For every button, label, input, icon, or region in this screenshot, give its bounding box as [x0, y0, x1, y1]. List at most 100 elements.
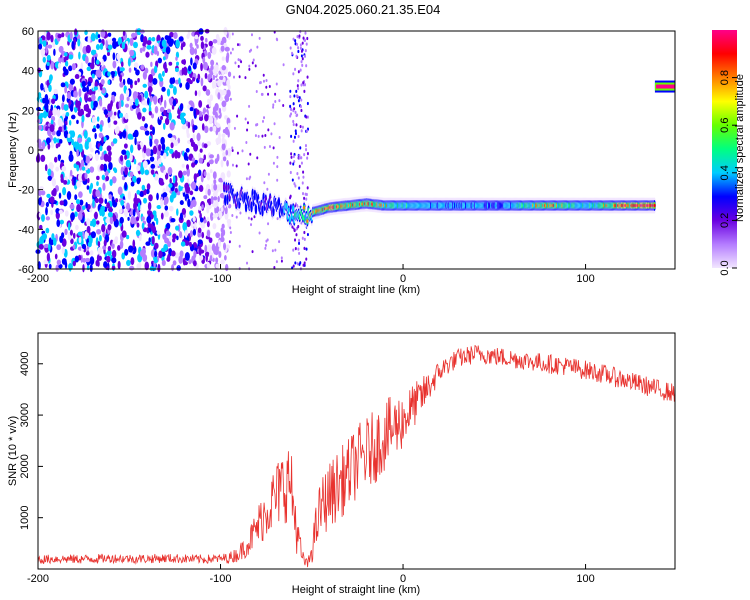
noise-speckle [192, 133, 196, 141]
noise-speckle [173, 140, 179, 147]
noise-speckle [244, 117, 247, 121]
noise-speckle [70, 238, 74, 245]
noise-speckle [144, 169, 149, 175]
noise-speckle [152, 145, 158, 155]
noise-speckle [65, 111, 70, 117]
noise-speckle [186, 167, 191, 177]
noise-speckle [165, 46, 171, 55]
noise-speckle [218, 251, 222, 259]
noise-speckle [106, 255, 111, 263]
noise-speckle [41, 141, 46, 150]
noise-speckle [101, 58, 104, 67]
noise-speckle [193, 250, 197, 259]
noise-speckle [205, 89, 211, 96]
noise-speckle [64, 60, 69, 67]
noise-speckle [61, 258, 67, 265]
noise-speckle [79, 199, 84, 206]
noise-speckle [76, 149, 79, 157]
noise-speckle [175, 67, 179, 73]
noise-speckle [297, 134, 300, 139]
noise-speckle [239, 211, 242, 215]
noise-speckle [95, 43, 101, 50]
noise-speckle [189, 107, 194, 112]
noise-speckle [227, 122, 231, 130]
noise-speckle [81, 80, 86, 88]
noise-speckle [100, 163, 104, 171]
noise-speckle [199, 217, 204, 223]
noise-speckle [48, 263, 52, 269]
noise-speckle [175, 56, 178, 61]
noise-speckle [298, 156, 301, 160]
noise-speckle [294, 131, 297, 136]
spectrogram-x-tick-label: -200 [27, 273, 49, 285]
noise-speckle [84, 93, 88, 102]
noise-speckle [154, 106, 159, 114]
noise-speckle [48, 161, 54, 171]
noise-speckle [112, 40, 117, 49]
noise-speckle [245, 141, 248, 145]
noise-speckle [166, 108, 172, 114]
noise-speckle [69, 31, 73, 40]
noise-speckle [232, 75, 235, 79]
noise-speckle [231, 213, 234, 217]
noise-speckle [197, 73, 201, 81]
noise-speckle [163, 169, 167, 176]
noise-speckle [89, 62, 95, 70]
noise-speckle [206, 172, 211, 181]
colorbar-gradient [712, 30, 737, 268]
noise-speckle [237, 58, 240, 62]
noise-speckle [86, 218, 91, 227]
noise-speckle [59, 139, 63, 144]
noise-speckle [208, 159, 214, 165]
noise-speckle [214, 158, 219, 164]
noise-speckle [188, 100, 194, 105]
noise-speckle [73, 163, 77, 169]
noise-speckle [152, 78, 158, 85]
noise-speckle [225, 54, 229, 64]
noise-speckle [189, 230, 193, 238]
noise-speckle [135, 229, 141, 237]
noise-speckle [266, 187, 269, 191]
noise-speckle [294, 39, 297, 43]
noise-speckle [149, 138, 153, 148]
noise-speckle [200, 77, 204, 87]
noise-speckle [300, 60, 303, 64]
noise-speckle [278, 99, 281, 103]
colorbar-label: Normalized spectral amplitude [734, 74, 746, 222]
noise-speckle [88, 141, 92, 149]
tone-body [288, 216, 291, 224]
noise-speckle [135, 216, 140, 222]
noise-speckle [110, 71, 116, 76]
noise-speckle [171, 105, 175, 110]
snr-x-tick-label: 100 [576, 573, 594, 585]
noise-speckle [119, 74, 123, 83]
noise-speckle [194, 37, 198, 47]
noise-speckle [136, 28, 142, 36]
noise-speckle [69, 203, 75, 210]
noise-speckle [305, 247, 308, 251]
noise-speckle [108, 194, 112, 200]
noise-speckle [294, 261, 297, 265]
noise-speckle [212, 39, 218, 44]
noise-speckle [108, 122, 111, 129]
noise-speckle [129, 79, 133, 86]
noise-speckle [121, 149, 127, 155]
noise-speckle [116, 53, 120, 60]
noise-speckle [272, 161, 275, 165]
noise-speckle [189, 241, 192, 247]
snr-plot-area [37, 344, 676, 568]
noise-speckle [224, 255, 227, 261]
noise-speckle [294, 129, 297, 133]
noise-speckle [163, 200, 167, 206]
noise-speckle [117, 260, 121, 270]
noise-speckle [69, 229, 73, 236]
noise-speckle [96, 175, 100, 181]
noise-speckle [102, 163, 108, 172]
noise-speckle [142, 35, 148, 45]
noise-speckle [209, 94, 214, 102]
noise-speckle [274, 99, 277, 103]
noise-speckle [182, 66, 188, 76]
noise-speckle [152, 95, 158, 103]
noise-speckle [302, 81, 305, 85]
